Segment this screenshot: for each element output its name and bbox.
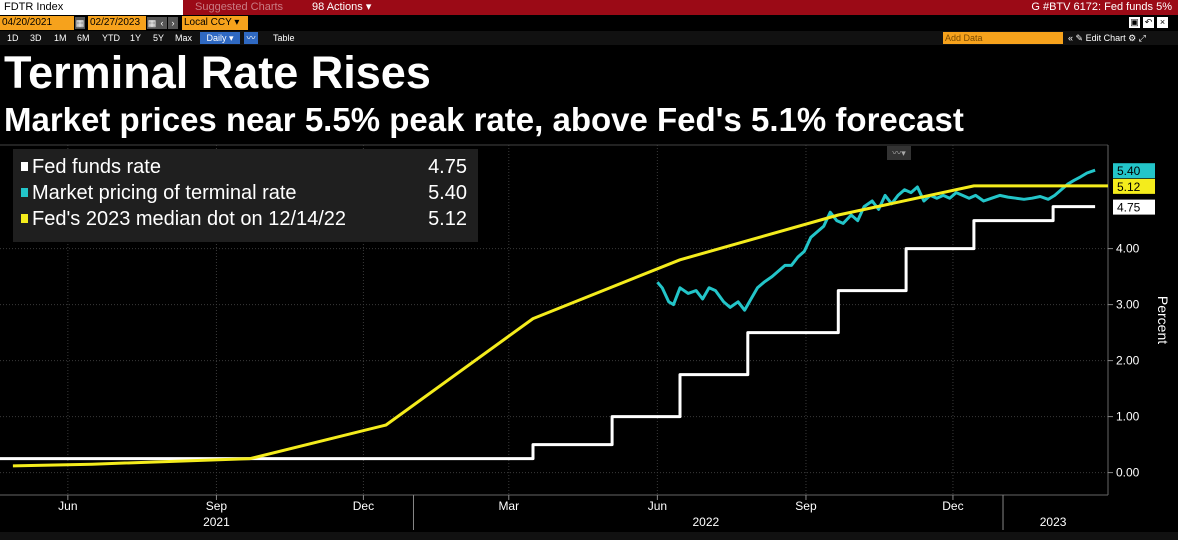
frequency-label: Daily	[206, 33, 227, 43]
y-axis-title: Percent	[1155, 296, 1171, 344]
period-button-max[interactable]: Max	[175, 33, 193, 43]
calendar-icon[interactable]: ▦	[147, 17, 157, 29]
table-button[interactable]: Table	[273, 33, 295, 43]
undo-icon[interactable]: ↶	[1143, 17, 1154, 28]
currency-label: Local CCY	[184, 17, 232, 28]
series-line-fed-funds	[0, 205, 1096, 461]
value-label-fed-funds: 4.75	[1117, 201, 1141, 215]
x-tick-label: Jun	[648, 499, 667, 513]
collapse-icon: «	[1068, 33, 1076, 43]
period-button-5y[interactable]: 5Y	[153, 33, 165, 43]
chevron-down-icon: ▾	[234, 17, 240, 28]
legend: Fed funds rate 4.75 Market pricing of te…	[13, 149, 478, 242]
date-toolbar	[0, 16, 1178, 31]
chart-type-icon[interactable]: 〰▾	[887, 146, 911, 160]
window-controls: ▣ ↶ ×	[1126, 16, 1168, 30]
currency-select[interactable]: Local CCY ▾	[182, 16, 248, 30]
legend-item-median-dot[interactable]: Fed's 2023 median dot on 12/14/22 5.12	[21, 206, 476, 232]
top-toolbar	[0, 0, 1178, 15]
x-tick-label: Mar	[498, 499, 519, 513]
x-tick-label: Jun	[58, 499, 77, 513]
legend-label: Fed funds rate	[32, 156, 161, 178]
legend-value: 5.12	[428, 208, 467, 230]
y-tick-label: 2.00	[1116, 354, 1140, 368]
frequency-select[interactable]: Daily ▾	[200, 32, 240, 44]
period-button-1d[interactable]: 1D	[7, 33, 19, 43]
period-button-ytd[interactable]: YTD	[102, 33, 120, 43]
period-button-3d[interactable]: 3D	[30, 33, 42, 43]
value-label-median-dot: 5.12	[1117, 180, 1141, 194]
y-tick-label: 3.00	[1116, 298, 1140, 312]
close-icon[interactable]: ×	[1157, 17, 1168, 28]
y-tick-label: 1.00	[1116, 410, 1140, 424]
add-data-input[interactable]: Add Data	[943, 32, 1063, 44]
calendar-icon[interactable]: ▦	[75, 17, 85, 29]
start-date-field[interactable]: 04/20/2021	[0, 16, 74, 30]
actions-icon: 98	[312, 1, 327, 13]
series-line-median-dot	[12, 184, 1108, 468]
y-tick-label: 0.00	[1116, 466, 1140, 480]
chart-title: Terminal Rate Rises	[4, 47, 431, 98]
actions-label: Actions	[326, 1, 363, 13]
legend-swatch	[21, 188, 28, 197]
legend-label: Fed's 2023 median dot on 12/14/22	[32, 208, 347, 230]
chevron-down-icon: ▾	[362, 1, 372, 13]
line-chart-icon[interactable]: 〰	[244, 32, 258, 44]
legend-value: 4.75	[428, 156, 467, 178]
x-tick-label: Sep	[795, 499, 817, 513]
next-arrow-icon[interactable]: ›	[168, 17, 178, 29]
legend-label: Market pricing of terminal rate	[32, 182, 297, 204]
end-date-field[interactable]: 02/27/2023	[88, 16, 146, 30]
series-line-market-pricing	[656, 168, 1096, 312]
ticker-field[interactable]: FDTR Index	[0, 0, 183, 15]
chart-id-title: G #BTV 6172: Fed funds 5%	[1031, 1, 1172, 13]
legend-swatch	[21, 162, 28, 171]
period-toolbar	[0, 31, 1178, 45]
x-tick-label: Dec	[353, 499, 374, 513]
value-label-box	[1113, 178, 1155, 194]
legend-swatch	[21, 214, 28, 223]
edit-chart-label: Edit Chart	[1085, 33, 1126, 43]
edit-chart-button[interactable]: « ✎ Edit Chart ⚙ ⤢	[1068, 31, 1146, 45]
period-button-1m[interactable]: 1M	[54, 33, 67, 43]
pencil-icon: ✎	[1075, 33, 1086, 43]
save-icon[interactable]: ▣	[1129, 17, 1140, 28]
settings-icon: ⚙ ⤢	[1125, 33, 1146, 43]
value-label-box	[1113, 199, 1155, 215]
period-button-6m[interactable]: 6M	[77, 33, 90, 43]
period-button-1y[interactable]: 1Y	[130, 33, 142, 43]
x-tick-label: Sep	[206, 499, 228, 513]
prev-arrow-icon[interactable]: ‹	[157, 17, 167, 29]
x-year-label: 2022	[692, 515, 719, 529]
value-label-market-pricing: 5.40	[1117, 164, 1141, 178]
legend-value: 5.40	[428, 182, 467, 204]
x-year-label: 2023	[1040, 515, 1067, 529]
chart-subtitle: Market prices near 5.5% peak rate, above…	[4, 101, 964, 138]
x-year-label: 2021	[203, 515, 230, 529]
y-tick-label: 4.00	[1116, 242, 1140, 256]
value-label-box	[1113, 163, 1155, 179]
x-tick-label: Dec	[942, 499, 963, 513]
chevron-down-icon: ▾	[229, 33, 234, 43]
actions-menu[interactable]: 98 Actions ▾	[312, 0, 371, 15]
suggested-charts-button[interactable]: Suggested Charts	[195, 1, 284, 13]
legend-item-market-pricing[interactable]: Market pricing of terminal rate 5.40	[21, 180, 476, 206]
status-strip	[0, 532, 1178, 540]
legend-item-fed-funds[interactable]: Fed funds rate 4.75	[21, 154, 476, 180]
